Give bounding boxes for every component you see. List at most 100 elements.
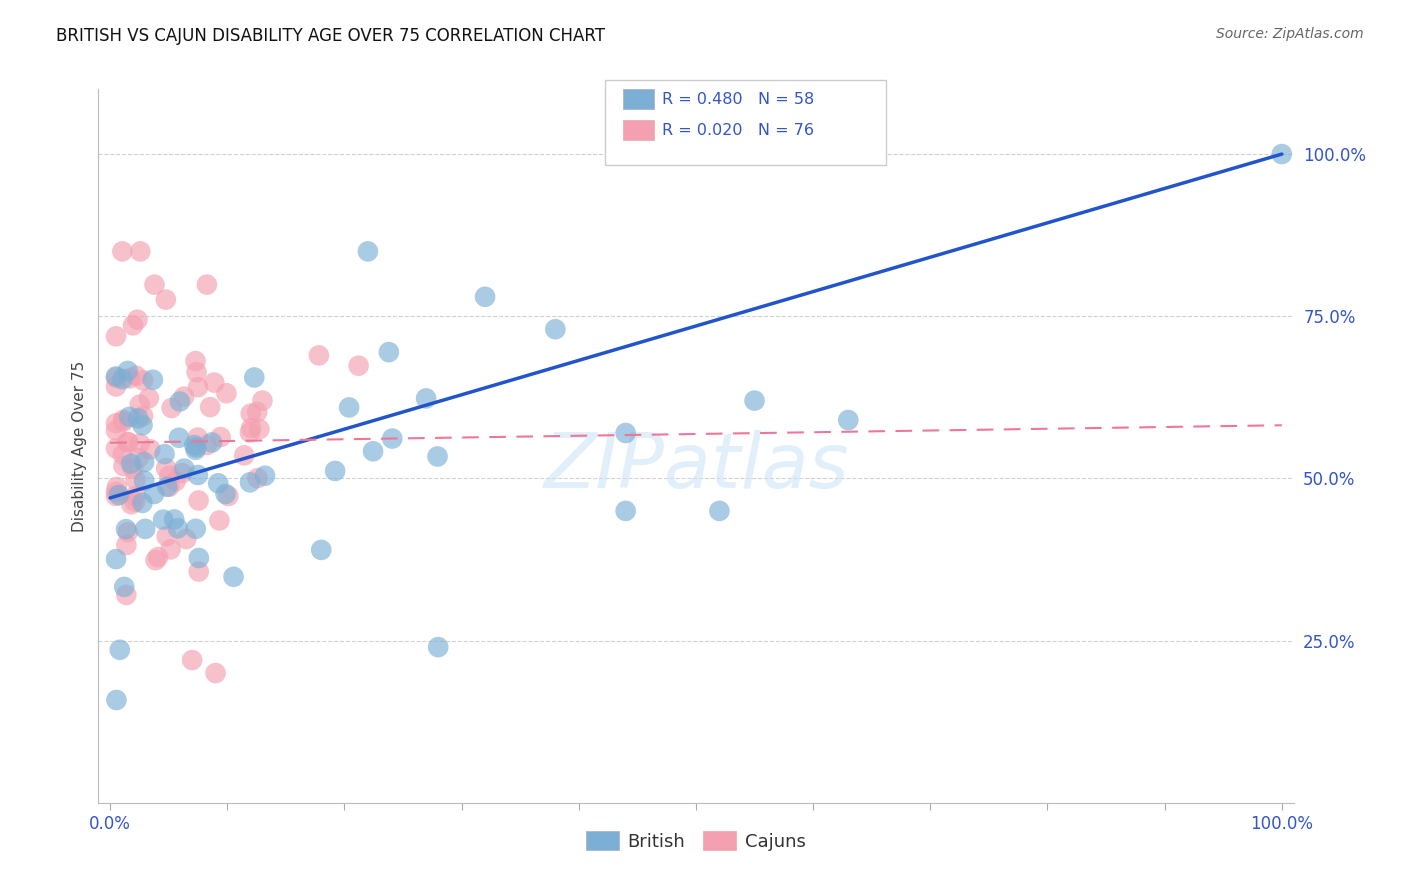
Point <box>415 392 437 406</box>
Text: R = 0.020   N = 76: R = 0.020 N = 76 <box>662 123 814 137</box>
Point <box>124 489 146 503</box>
Point <box>246 405 269 419</box>
Point <box>105 379 128 393</box>
Text: ZIPatlas: ZIPatlas <box>543 431 849 504</box>
Point <box>837 413 859 427</box>
Point <box>240 421 263 435</box>
Point <box>474 290 496 304</box>
Point <box>246 471 269 485</box>
Point <box>252 393 274 408</box>
Point <box>243 370 266 384</box>
Point <box>155 293 177 307</box>
Point <box>105 329 128 343</box>
Point <box>131 496 153 510</box>
Point <box>157 468 180 483</box>
Point <box>744 393 766 408</box>
Point <box>239 407 262 421</box>
Point <box>118 409 141 424</box>
Point <box>105 369 128 384</box>
Point <box>184 354 207 368</box>
Point <box>105 416 128 430</box>
Point <box>125 368 148 383</box>
Point <box>112 580 135 594</box>
Point <box>233 448 256 462</box>
Point <box>184 522 207 536</box>
Point <box>152 513 174 527</box>
Point <box>127 312 149 326</box>
Point <box>111 448 134 462</box>
Point <box>117 435 139 450</box>
Point <box>108 642 131 657</box>
Point <box>117 435 139 450</box>
Point <box>361 444 384 458</box>
Point <box>208 514 231 528</box>
Point <box>129 244 152 259</box>
Point <box>105 480 128 494</box>
Point <box>118 371 141 385</box>
Point <box>204 666 226 681</box>
Point <box>426 450 449 464</box>
Point <box>115 588 138 602</box>
Point <box>239 425 262 440</box>
Point <box>132 373 155 387</box>
Point <box>167 431 190 445</box>
Point <box>105 489 128 503</box>
Text: BRITISH VS CAJUN DISABILITY AGE OVER 75 CORRELATION CHART: BRITISH VS CAJUN DISABILITY AGE OVER 75 … <box>56 27 605 45</box>
Point <box>169 394 191 409</box>
Point <box>145 553 167 567</box>
Point <box>112 415 135 429</box>
Point <box>614 425 637 440</box>
Point <box>155 529 177 543</box>
Point <box>323 464 346 478</box>
Text: R = 0.480   N = 58: R = 0.480 N = 58 <box>662 92 814 106</box>
Legend: British, Cajuns: British, Cajuns <box>579 824 813 858</box>
Point <box>215 386 238 401</box>
Point <box>165 475 187 489</box>
Point <box>174 532 197 546</box>
Point <box>195 438 218 452</box>
Point <box>544 322 567 336</box>
Point <box>222 570 245 584</box>
Point <box>156 480 179 494</box>
Point <box>183 438 205 452</box>
Point <box>115 522 138 536</box>
Point <box>120 457 142 471</box>
Point <box>217 489 239 503</box>
Point <box>253 468 276 483</box>
Point <box>128 450 150 465</box>
Point <box>187 493 209 508</box>
Point <box>249 422 271 436</box>
Point <box>115 538 138 552</box>
Point <box>173 390 195 404</box>
Text: Source: ZipAtlas.com: Source: ZipAtlas.com <box>1216 27 1364 41</box>
Point <box>124 473 146 487</box>
Point <box>111 372 134 386</box>
Point <box>201 435 224 450</box>
Point <box>142 373 165 387</box>
Point <box>155 461 177 475</box>
Point <box>381 432 404 446</box>
Point <box>195 277 218 292</box>
Point <box>239 475 262 490</box>
Point <box>172 467 194 481</box>
Point <box>134 522 156 536</box>
Point <box>134 455 156 469</box>
Point <box>347 359 370 373</box>
Point <box>378 345 401 359</box>
Point <box>309 542 332 557</box>
Point <box>112 458 135 473</box>
Point <box>157 480 180 494</box>
Point <box>105 424 128 438</box>
Point <box>614 504 637 518</box>
Point <box>214 487 236 501</box>
Point <box>143 277 166 292</box>
Point <box>139 442 162 457</box>
Y-axis label: Disability Age Over 75: Disability Age Over 75 <box>72 360 87 532</box>
Point <box>146 550 169 565</box>
Point <box>124 495 146 509</box>
Point <box>186 365 208 379</box>
Point <box>134 474 156 488</box>
Point <box>357 244 380 259</box>
Point <box>153 447 176 461</box>
Point <box>105 552 128 566</box>
